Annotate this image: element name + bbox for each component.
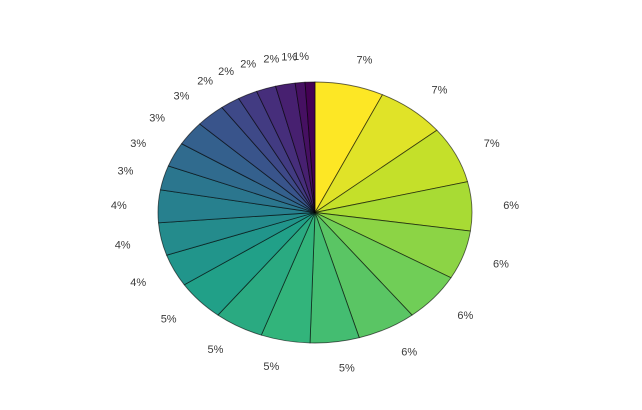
pie-slice-label-19: 2% xyxy=(197,76,213,88)
pie-slice-label-2: 7% xyxy=(432,84,448,96)
pie-slice-label-10: 5% xyxy=(207,344,223,356)
pie-slice-label-14: 4% xyxy=(111,200,127,212)
pie-slice-label-21: 2% xyxy=(240,59,256,71)
pie-slice-label-9: 5% xyxy=(263,361,279,373)
pie-slice-label-24: 1% xyxy=(293,51,309,63)
pie-slice-label-16: 3% xyxy=(130,138,146,150)
pie-slice-label-5: 6% xyxy=(493,259,509,271)
pie-slice-label-17: 3% xyxy=(149,113,165,125)
pie-slice-label-13: 4% xyxy=(115,239,131,251)
pie-slice-label-4: 6% xyxy=(503,200,519,212)
pie-slice-label-18: 3% xyxy=(173,91,189,103)
pie-labels: 7% 7% 7% 6% 6% 6% 6% 5% 5% 5% 5% 4% 4% 4% 3% 3% 3% 3% 2% 2%… xyxy=(111,51,519,375)
pie-slice-label-3: 7% xyxy=(484,138,500,150)
pie-slice-label-6: 6% xyxy=(457,310,473,322)
pie-slice-label-12: 4% xyxy=(130,277,146,289)
pie-slice-label-8: 5% xyxy=(339,363,355,375)
pie-slice-label-7: 6% xyxy=(401,347,417,359)
pie-slice-label-22: 2% xyxy=(263,54,279,66)
pie-slice-label-11: 5% xyxy=(161,314,177,326)
pie-slice-24 xyxy=(304,81,316,213)
pie-slice-label-1: 7% xyxy=(357,55,373,67)
pie-slice-label-23: 1% xyxy=(281,51,297,63)
pie-slice-label-15: 3% xyxy=(117,166,133,178)
pie-slice-label-20: 2% xyxy=(218,66,234,78)
pie-slices xyxy=(157,81,473,344)
